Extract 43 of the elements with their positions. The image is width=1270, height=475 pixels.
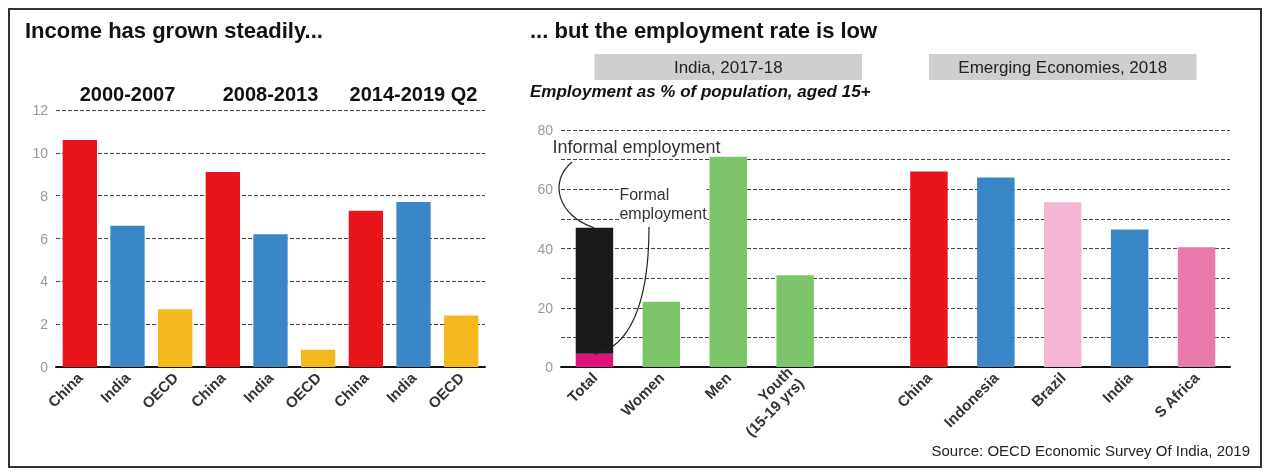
bar	[1177, 247, 1216, 367]
text: 2014-2019 Q2	[349, 83, 478, 105]
text: 2000-2007	[79, 83, 176, 105]
y-tick-label: 8	[40, 187, 49, 204]
bar	[709, 156, 747, 367]
x-tick-label: Men	[701, 368, 735, 403]
y-tick-label: 20	[537, 299, 554, 316]
text: Emerging Economies, 2018	[958, 57, 1168, 77]
y-tick-label: 0	[545, 359, 554, 375]
y-tick-label: 12	[32, 102, 49, 118]
bar	[642, 301, 681, 367]
bar	[62, 139, 97, 367]
bar	[1110, 229, 1149, 367]
bar	[158, 309, 193, 367]
bar	[396, 202, 431, 367]
bar	[205, 172, 240, 367]
bar	[301, 349, 336, 367]
y-tick-label: 40	[537, 240, 554, 257]
bar	[977, 177, 1015, 367]
y-tick-label: 10	[32, 144, 49, 161]
bar	[444, 315, 479, 367]
bar	[1044, 202, 1082, 367]
chart-title: Income has grown steadily...	[25, 17, 323, 43]
bar	[575, 353, 614, 367]
annotation: Formal employment	[619, 185, 708, 222]
bar	[348, 210, 383, 367]
bar	[910, 171, 948, 367]
chart-title: ... but the employment rate is low	[530, 17, 879, 43]
bar	[575, 227, 614, 354]
chart-subtitle: Employment as % of population, aged 15+	[530, 82, 871, 101]
y-tick-label: 80	[537, 122, 554, 138]
y-tick-label: 4	[40, 273, 49, 290]
annotation: Informal employment	[552, 137, 721, 157]
y-tick-label: 6	[40, 230, 49, 247]
y-tick-label: 60	[537, 181, 554, 198]
y-tick-label: 0	[40, 359, 49, 375]
source-note: Source: OECD Economic Survey Of India, 2019	[931, 442, 1251, 459]
bar	[253, 234, 288, 367]
bar	[776, 275, 814, 367]
y-tick-label: 2	[40, 316, 49, 333]
text: 2008-2013	[222, 83, 319, 105]
text: India, 2017-18	[673, 57, 783, 77]
bar	[110, 225, 145, 367]
